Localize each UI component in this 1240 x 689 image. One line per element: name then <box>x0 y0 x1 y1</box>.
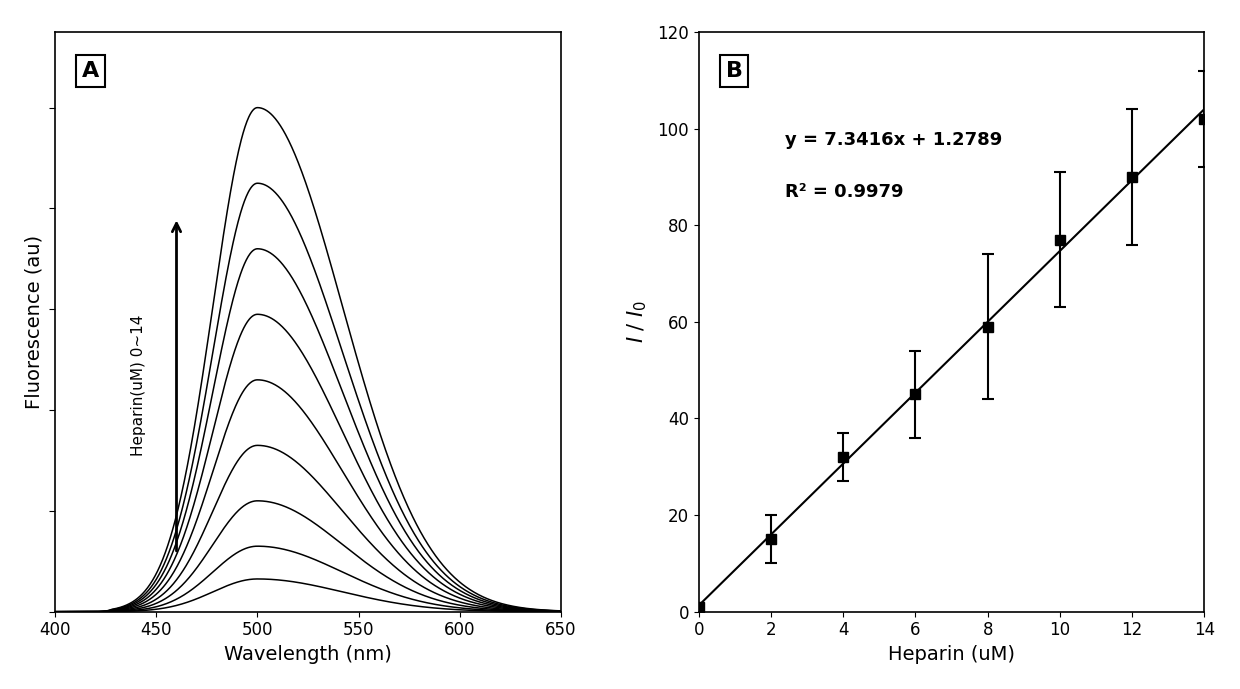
Text: R² = 0.9979: R² = 0.9979 <box>785 183 903 200</box>
Text: B: B <box>725 61 743 81</box>
Y-axis label: $I\ /\ I_0$: $I\ /\ I_0$ <box>625 300 649 344</box>
Y-axis label: Fluorescence (au): Fluorescence (au) <box>25 235 43 409</box>
Text: y = 7.3416x + 1.2789: y = 7.3416x + 1.2789 <box>785 130 1002 149</box>
X-axis label: Wavelength (nm): Wavelength (nm) <box>224 645 392 664</box>
Text: A: A <box>82 61 99 81</box>
X-axis label: Heparin (uM): Heparin (uM) <box>888 645 1016 664</box>
Text: Heparin(uM) 0~14: Heparin(uM) 0~14 <box>131 315 146 456</box>
